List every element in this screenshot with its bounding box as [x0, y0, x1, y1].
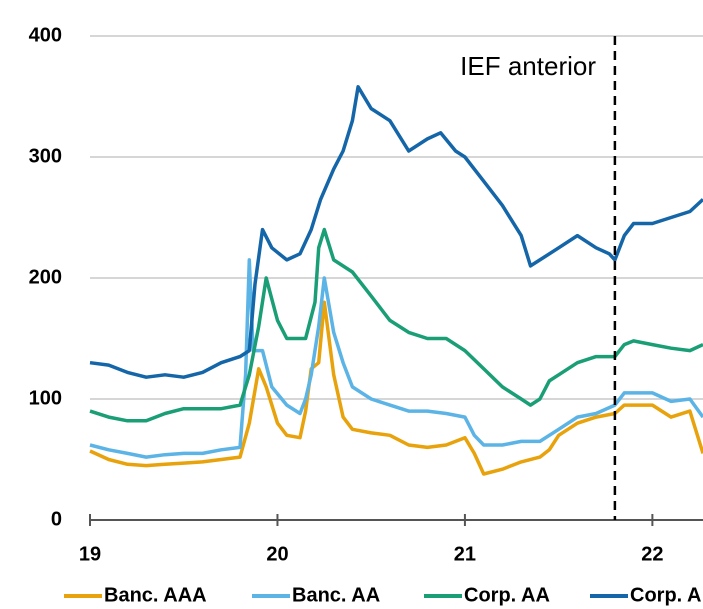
legend-label: Corp. A [630, 584, 701, 606]
series-line [89, 227, 703, 423]
series-line [89, 300, 703, 476]
legend-label: Banc. AA [292, 584, 380, 606]
y-tick-label: 200 [29, 266, 62, 288]
y-tick-label: 0 [51, 508, 62, 530]
series-line [89, 85, 703, 379]
legend-label: Corp. AA [464, 584, 550, 606]
series-line [89, 258, 703, 459]
legend-label: Banc. AAA [104, 584, 207, 606]
x-tick-label: 22 [641, 543, 663, 565]
x-tick-label: 19 [79, 543, 101, 565]
y-tick-label: 100 [29, 387, 62, 409]
y-tick-label: 400 [29, 24, 62, 46]
y-tick-label: 300 [29, 145, 62, 167]
x-tick-label: 20 [266, 543, 288, 565]
x-tick-label: 21 [454, 543, 476, 565]
annotation: IEF anterior [460, 51, 596, 81]
